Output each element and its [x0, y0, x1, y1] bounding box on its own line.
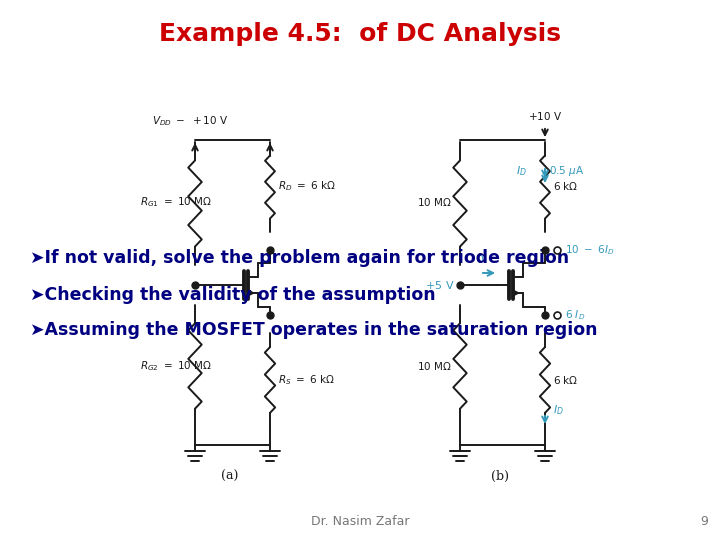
Text: $6\ \mathrm{k}\Omega$: $6\ \mathrm{k}\Omega$	[553, 180, 578, 192]
Text: $R_{G1}\ =\ 10\ \mathrm{M}\Omega$: $R_{G1}\ =\ 10\ \mathrm{M}\Omega$	[140, 195, 212, 210]
Text: $+5\ \mathrm{V}$: $+5\ \mathrm{V}$	[426, 279, 455, 291]
Text: $10\ -\ 6I_D$: $10\ -\ 6I_D$	[565, 243, 615, 257]
Text: Dr. Nasim Zafar: Dr. Nasim Zafar	[311, 515, 409, 528]
Text: (a): (a)	[221, 470, 239, 483]
Text: $0$: $0$	[476, 253, 484, 265]
Text: $10\ \mathrm{M}\Omega$: $10\ \mathrm{M}\Omega$	[417, 197, 452, 208]
Text: ➤If not valid, solve the problem again for triode region: ➤If not valid, solve the problem again f…	[30, 249, 569, 267]
Text: $10\ \mathrm{M}\Omega$: $10\ \mathrm{M}\Omega$	[417, 360, 452, 372]
Text: $R_D\ =\ 6\ \mathrm{k}\Omega$: $R_D\ =\ 6\ \mathrm{k}\Omega$	[278, 179, 336, 193]
Text: $V_{DD}\ -\ +10\ \mathrm{V}$: $V_{DD}\ -\ +10\ \mathrm{V}$	[152, 114, 228, 128]
Text: $6\ I_D$: $6\ I_D$	[565, 308, 585, 322]
Text: $R_{G2}\ =\ 10\ \mathrm{M}\Omega$: $R_{G2}\ =\ 10\ \mathrm{M}\Omega$	[140, 359, 212, 373]
Text: 9: 9	[700, 515, 708, 528]
Text: $6\ \mathrm{k}\Omega$: $6\ \mathrm{k}\Omega$	[553, 374, 578, 386]
Text: $R_S\ =\ 6\ \mathrm{k}\Omega$: $R_S\ =\ 6\ \mathrm{k}\Omega$	[278, 373, 335, 387]
Text: ➤Checking the validity of the assumption: ➤Checking the validity of the assumption	[30, 286, 436, 304]
Text: $0.5\ \mu\mathrm{A}$: $0.5\ \mu\mathrm{A}$	[549, 164, 585, 178]
Text: (b): (b)	[491, 470, 509, 483]
Text: Example 4.5:  of DC Analysis: Example 4.5: of DC Analysis	[159, 22, 561, 46]
Text: ➤Assuming the MOSFET operates in the saturation region: ➤Assuming the MOSFET operates in the sat…	[30, 321, 598, 339]
Text: $+10\ \mathrm{V}$: $+10\ \mathrm{V}$	[528, 110, 562, 122]
Text: $I_D$: $I_D$	[516, 164, 527, 178]
Text: $I_D$: $I_D$	[553, 403, 564, 417]
